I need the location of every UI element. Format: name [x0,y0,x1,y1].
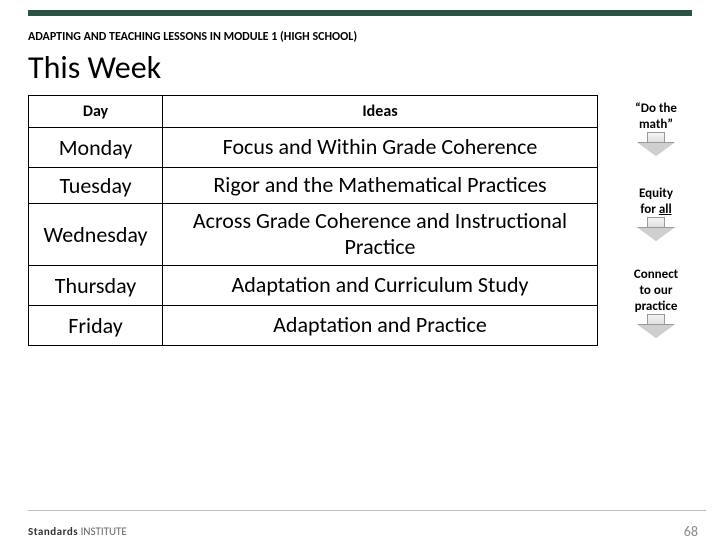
arrow-down-icon [633,132,679,156]
table-row: Wednesday Across Grade Coherence and Ins… [29,204,598,266]
table-row: Tuesday Rigor and the Mathematical Pract… [29,168,598,204]
content-row: Day Ideas Monday Focus and Within Grade … [28,95,706,346]
idea-cell: Rigor and the Mathematical Practices [163,168,598,204]
table-header-row: Day Ideas [29,96,598,128]
slide-subtitle: ADAPTING AND TEACHING LESSONS IN MODULE … [28,30,720,44]
callout-text: for [640,202,658,217]
footer: Standards INSTITUTE 68 [28,510,706,540]
arrow-down-icon [633,314,679,338]
idea-cell: Focus and Within Grade Coherence [163,128,598,168]
day-cell: Monday [29,128,163,168]
week-table: Day Ideas Monday Focus and Within Grade … [28,95,598,346]
day-cell: Tuesday [29,168,163,204]
callouts-column: “Do the math” Equity for all Connect to … [606,95,706,346]
footer-brand-bold: Standards [28,525,78,538]
page-number: 68 [684,523,698,540]
day-cell: Wednesday [29,204,163,266]
idea-cell: Adaptation and Practice [163,305,598,345]
callout-text-underline: all [659,202,672,217]
day-cell: Friday [29,305,163,345]
idea-cell: Adaptation and Curriculum Study [163,265,598,305]
footer-divider [28,510,706,511]
callout-text: “Do the [635,101,677,116]
callout-equity: Equity for all [606,180,706,247]
idea-cell: Across Grade Coherence and Instructional… [163,204,598,266]
callout-do-the-math: “Do the math” [606,95,706,162]
callout-text: practice [635,299,678,314]
slide-title: This Week [28,48,720,87]
day-cell: Thursday [29,265,163,305]
callout-text: Connect [634,267,678,282]
callout-text: to our [640,283,673,298]
callout-connect: Connect to our practice [606,261,706,344]
footer-brand: Standards INSTITUTE [28,525,127,538]
footer-brand-light: INSTITUTE [78,525,127,538]
table-row: Friday Adaptation and Practice [29,305,598,345]
callout-text: math” [639,117,673,132]
table-row: Monday Focus and Within Grade Coherence [29,128,598,168]
header-day: Day [29,96,163,128]
callout-text: Equity [639,186,673,201]
header-ideas: Ideas [163,96,598,128]
arrow-down-icon [633,217,679,241]
top-accent-bar [28,10,692,16]
table-row: Thursday Adaptation and Curriculum Study [29,265,598,305]
